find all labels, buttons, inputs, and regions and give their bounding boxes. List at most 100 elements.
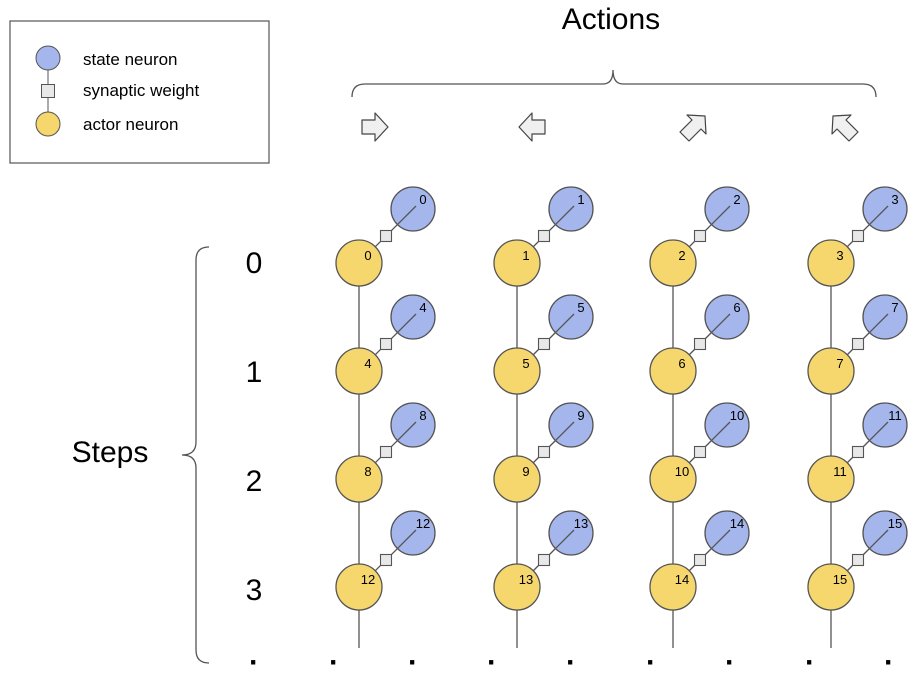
synapse-connection [396, 205, 417, 226]
actor-neuron-icon [35, 111, 61, 137]
synapse-connection [396, 421, 417, 442]
synaptic-weight [851, 229, 865, 243]
continuation-dots: · · · · · · · · · [249, 646, 894, 679]
legend-label-state-neuron: state neuron [83, 50, 178, 69]
actor-neuron [807, 455, 855, 503]
synaptic-weight [537, 553, 551, 567]
arrow-right-icon [361, 112, 389, 142]
actor-neuron [649, 563, 697, 611]
synapse-connection [554, 313, 575, 334]
synapse-connection [710, 313, 731, 334]
synapse-connection [554, 529, 575, 550]
actor-neuron-label: 2 [678, 248, 685, 263]
actor-neuron [335, 239, 383, 287]
synaptic-weight [537, 337, 551, 351]
continuation-dot: · [408, 646, 418, 679]
arrow-up-left-icon [831, 114, 859, 142]
actor-neuron-label: 11 [833, 464, 847, 479]
synaptic-weight [851, 337, 865, 351]
actor-neuron [493, 347, 541, 395]
synaptic-weight [851, 553, 865, 567]
actor-neuron [649, 239, 697, 287]
state-neuron-label: 11 [888, 408, 902, 423]
neuron-grid: 0011223344556677889910101111121213131414… [335, 186, 908, 648]
actions-title: Actions [562, 3, 660, 36]
synaptic-weight [693, 553, 707, 567]
continuation-dot: · [249, 646, 259, 679]
actor-neuron-label: 3 [836, 248, 843, 263]
actor-neuron [335, 347, 383, 395]
continuation-dot: · [725, 646, 735, 679]
actor-neuron [807, 563, 855, 611]
synaptic-weight [851, 445, 865, 459]
arrow-up-right-icon [679, 114, 707, 142]
continuation-dot: · [805, 646, 815, 679]
synapse-connection [554, 205, 575, 226]
state-neuron-label: 9 [577, 408, 584, 423]
steps-brace [181, 246, 210, 664]
actor-neuron-label: 1 [522, 248, 529, 263]
state-neuron-label: 4 [419, 300, 426, 315]
state-neuron-label: 13 [574, 516, 588, 531]
synaptic-weight [693, 229, 707, 243]
synapse-connection [554, 421, 575, 442]
actor-neuron [493, 455, 541, 503]
continuation-dot: · [566, 646, 576, 679]
synaptic-weight [379, 337, 393, 351]
actor-neuron-label: 13 [519, 572, 533, 587]
state-neuron-label: 3 [891, 192, 898, 207]
synaptic-weight [379, 553, 393, 567]
state-neuron-label: 2 [733, 192, 740, 207]
legend-label-actor-neuron: actor neuron [83, 115, 178, 134]
synapse-connection [710, 421, 731, 442]
actor-neuron-label: 14 [675, 572, 689, 587]
actor-neuron-label: 0 [364, 248, 371, 263]
step-label-0: 0 [246, 247, 263, 280]
synaptic-weight [693, 445, 707, 459]
synapse-connection [396, 529, 417, 550]
actor-neuron-label: 12 [361, 572, 375, 587]
actor-neuron [807, 239, 855, 287]
actor-neuron-label: 4 [364, 356, 371, 371]
synapse-connection [868, 421, 889, 442]
actor-neuron-label: 10 [675, 464, 689, 479]
state-neuron-label: 7 [891, 300, 898, 315]
actor-neuron [335, 455, 383, 503]
actor-neuron [807, 347, 855, 395]
state-neuron-label: 5 [577, 300, 584, 315]
state-neuron-label: 14 [730, 516, 744, 531]
actor-neuron-label: 9 [522, 464, 529, 479]
actor-neuron [649, 455, 697, 503]
actor-neuron-label: 6 [678, 356, 685, 371]
synapse-connection [868, 529, 889, 550]
synapse-connection [710, 529, 731, 550]
step-label-1: 1 [246, 356, 263, 389]
legend: state neuron synaptic weight actor neuro… [9, 20, 270, 164]
state-neuron-label: 1 [577, 192, 584, 207]
arrow-left-icon [518, 112, 546, 142]
actor-neuron-label: 8 [364, 464, 371, 479]
synaptic-weight-icon [41, 84, 55, 98]
actor-neuron [493, 563, 541, 611]
state-neuron-label: 8 [419, 408, 426, 423]
actor-neuron [493, 239, 541, 287]
state-neuron-label: 15 [888, 516, 902, 531]
legend-label-synaptic-weight: synaptic weight [83, 81, 200, 100]
state-neuron-label: 0 [419, 192, 426, 207]
synapse-connection [710, 205, 731, 226]
actor-neuron [649, 347, 697, 395]
state-neuron-label: 10 [730, 408, 744, 423]
synaptic-weight [379, 445, 393, 459]
synapse-connection [396, 313, 417, 334]
actor-neuron [335, 563, 383, 611]
synapse-connection [868, 313, 889, 334]
continuation-dot: · [884, 646, 894, 679]
actor-neuron-label: 15 [833, 572, 847, 587]
actor-neuron-label: 7 [836, 356, 843, 371]
synaptic-weight [537, 229, 551, 243]
step-label-3: 3 [246, 574, 263, 607]
actor-neuron-label: 5 [522, 356, 529, 371]
synaptic-weight [379, 229, 393, 243]
synaptic-weight [693, 337, 707, 351]
